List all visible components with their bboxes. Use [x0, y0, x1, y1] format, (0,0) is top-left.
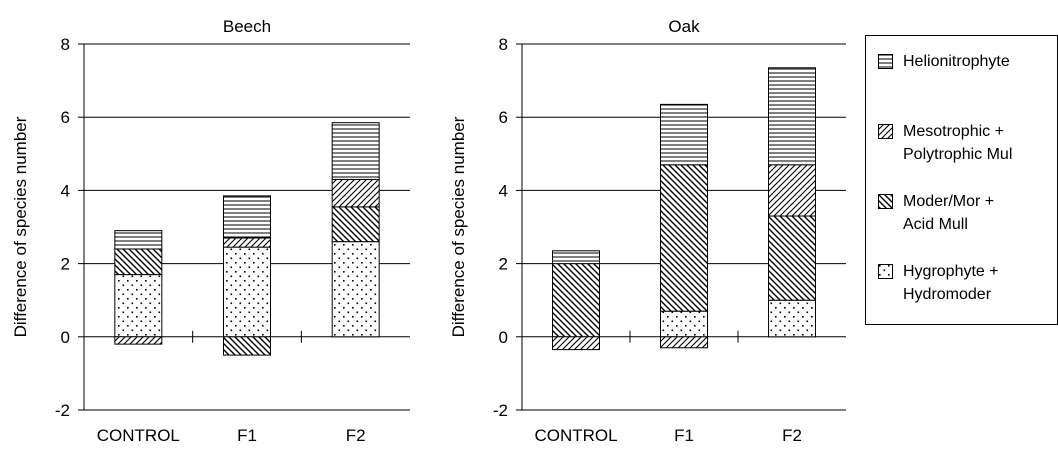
bar-oak-control-moder-mor-acid-mull [552, 263, 600, 338]
y-tick-label: 4 [61, 181, 70, 200]
legend-label-hygrophyte: Hygrophyte + Hydromoder [903, 263, 999, 303]
bar-beech-f2-mesotrophic-polytrophic-mul [331, 178, 380, 208]
x-tick-label: F2 [346, 426, 366, 445]
bar-beech-f2-moder-mor-acid-mull [331, 206, 380, 243]
bar-oak-f2-mesotrophic-polytrophic-mul [768, 164, 816, 217]
x-tick-label: CONTROL [534, 426, 617, 445]
bar-oak-f1-moder-mor-acid-mull [660, 164, 708, 312]
bar-beech-f1-mesotrophic-polytrophic-mul [223, 237, 271, 248]
legend-swatch-helionitrophyte [878, 54, 893, 69]
legend-item-moder: Moder/Mor + Acid Mull [878, 190, 1058, 236]
y-tick-label: 2 [61, 255, 70, 274]
legend-label-moder: Moder/Mor + Acid Mull [903, 193, 995, 233]
legend-swatch-hygrophyte [878, 264, 893, 279]
bar-beech-f1-moder-mor-acid-mull [223, 336, 271, 356]
legend-label-helionitrophyte: Helionitrophyte [903, 53, 1010, 70]
y-tick-label: -2 [493, 401, 508, 420]
chart-title: Beech [223, 17, 271, 36]
bar-beech-f2-hygrophyte-hydromoder [331, 241, 380, 338]
bar-oak-f1-hygrophyte-hydromoder [660, 310, 708, 338]
legend-item-helionitrophyte: Helionitrophyte [878, 50, 1058, 73]
legend-label-mesotrophic: Mesotrophic + Polytrophic Mul [903, 123, 1013, 163]
bar-beech-control-helionitrophyte [114, 230, 163, 250]
y-tick-label: 0 [499, 328, 508, 347]
bar-beech-f2-helionitrophyte [331, 122, 380, 180]
x-tick-label: CONTROL [97, 426, 180, 445]
x-tick-label: F2 [782, 426, 802, 445]
x-tick-label: F1 [674, 426, 694, 445]
legend-swatch-mesotrophic [878, 124, 893, 139]
chart-panel-beech: -2 0 2 4 6 8 Beech Difference of species number… [11, 17, 410, 445]
bar-oak-f1-helionitrophyte [660, 103, 708, 166]
chart-title: Oak [668, 17, 700, 36]
bar-beech-f1-helionitrophyte [223, 195, 271, 239]
y-tick-label: 0 [61, 328, 70, 347]
y-tick-label: 6 [499, 108, 508, 127]
y-tick-label: 2 [499, 255, 508, 274]
y-tick-label: 6 [61, 108, 70, 127]
legend: Helionitrophyte Mesotrophic + Polytrophi… [865, 35, 1058, 325]
y-tick-label: 4 [499, 181, 508, 200]
legend-item-mesotrophic: Mesotrophic + Polytrophic Mul [878, 120, 1058, 166]
y-tick-label: -2 [55, 401, 70, 420]
x-tick-label: F1 [237, 426, 257, 445]
y-tick-label: 8 [61, 35, 70, 54]
bar-beech-control-moder-mor-acid-mull [114, 248, 163, 276]
bar-oak-f1-mesotrophic-polytrophic-mul [660, 336, 708, 349]
bar-oak-f2-helionitrophyte [768, 67, 816, 166]
y-axis-label: Difference of species number [11, 116, 30, 337]
bar-oak-control-mesotrophic-polytrophic-mul [552, 336, 600, 351]
legend-swatch-moder [878, 194, 893, 209]
bar-beech-control-mesotrophic-polytrophic-mul [114, 336, 163, 345]
legend-item-hygrophyte: Hygrophyte + Hydromoder [878, 260, 1058, 306]
bar-beech-control-hygrophyte-hydromoder [114, 274, 163, 338]
bar-oak-control-helionitrophyte [552, 250, 600, 265]
y-tick-label: 8 [499, 35, 508, 54]
bar-oak-f2-moder-mor-acid-mull [768, 215, 816, 301]
chart-panel-oak: -2 0 2 4 6 8 Oak Difference of species number CO… [449, 17, 846, 445]
y-axis-label: Difference of species number [449, 116, 468, 337]
bar-beech-f1-hygrophyte-hydromoder [223, 246, 271, 338]
bar-oak-f2-hygrophyte-hydromoder [768, 299, 816, 338]
